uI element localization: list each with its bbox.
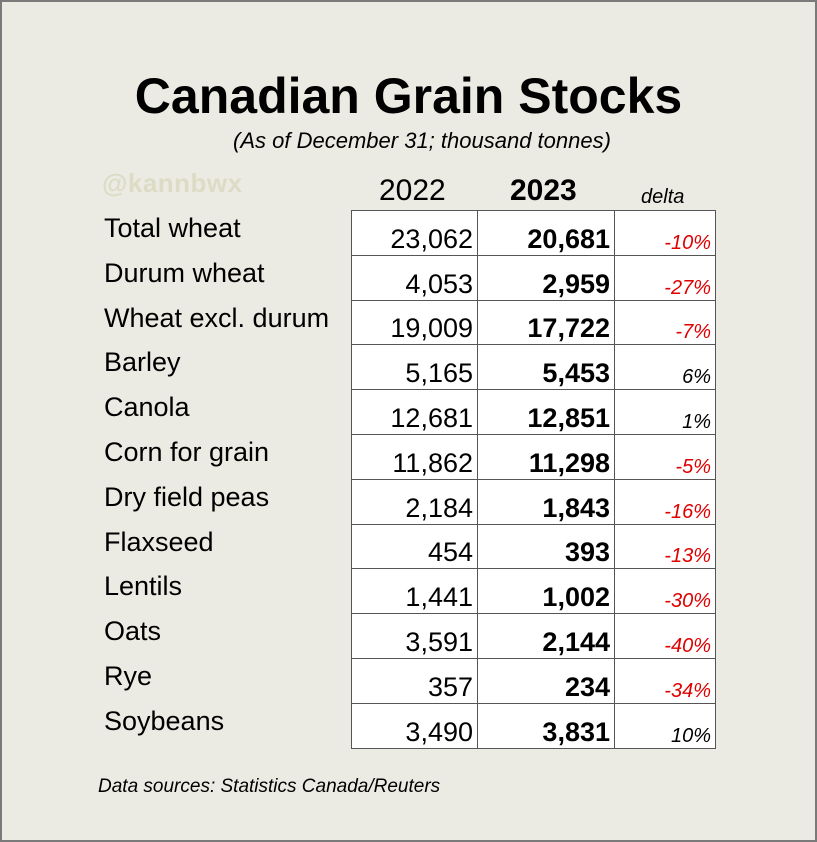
- row-label: Soybeans: [104, 705, 225, 736]
- value-2023-cell: 5,453: [477, 344, 615, 391]
- delta-cell: 6%: [614, 344, 716, 391]
- table-row: 12,681 12,851 1%: [351, 389, 716, 435]
- value-2023-cell: 2,959: [477, 254, 615, 301]
- row-label: Total wheat: [104, 213, 241, 243]
- row-label: Canola: [104, 392, 190, 423]
- row-label: Rye: [104, 660, 153, 691]
- row-label: Dry field peas: [104, 481, 270, 512]
- value-2022-cell: 2,184: [351, 478, 478, 525]
- value-2022-cell: 11,862: [351, 433, 478, 480]
- delta-cell: 1%: [614, 389, 716, 435]
- value-2022-cell: 5,165: [351, 344, 478, 391]
- value-2023-cell: 17,722: [477, 299, 615, 346]
- value-2023-cell: 1,843: [477, 478, 615, 525]
- value-2023-cell: 20,681: [477, 210, 615, 256]
- delta-cell: -30%: [614, 568, 716, 615]
- value-2023-cell: 2,144: [477, 613, 615, 659]
- value-2023-cell: 12,851: [477, 389, 615, 435]
- table-row: 5,165 5,453 6%: [351, 344, 716, 391]
- value-2023-cell: 393: [477, 523, 615, 570]
- table-row: 357 234 -34%: [351, 657, 716, 704]
- value-2022-cell: 454: [351, 523, 478, 570]
- row-label: Durum wheat: [104, 257, 265, 288]
- data-source-note: Data sources: Statistics Canada/Reuters: [98, 776, 441, 797]
- value-2022-cell: 12,681: [351, 389, 478, 435]
- table-row: 1,441 1,002 -30%: [351, 568, 716, 615]
- table-row: 4,053 2,959 -27%: [351, 254, 716, 301]
- delta-cell: -27%: [614, 254, 716, 301]
- delta-cell: -10%: [614, 210, 716, 256]
- value-2022-cell: 3,490: [351, 702, 478, 749]
- delta-cell: 10%: [614, 702, 716, 749]
- column-header-delta: delta: [641, 186, 685, 208]
- value-2023-cell: 3,831: [477, 702, 615, 749]
- chart-subtitle: (As of December 31; thousand tonnes): [233, 128, 611, 153]
- value-2022-cell: 3,591: [351, 613, 478, 659]
- table-row: 23,062 20,681 -10%: [351, 210, 716, 256]
- value-2022-cell: 357: [351, 657, 478, 704]
- column-header-2022: 2022: [379, 174, 446, 207]
- watermark-handle: @kannbwx: [102, 168, 243, 198]
- table-row: 11,862 11,298 -5%: [351, 433, 716, 480]
- table-row: 3,490 3,831 10%: [351, 702, 716, 749]
- table-row: 3,591 2,144 -40%: [351, 613, 716, 659]
- row-label: Corn for grain: [104, 436, 270, 467]
- table-row: 2,184 1,843 -16%: [351, 478, 716, 525]
- chart-title: Canadian Grain Stocks: [134, 68, 683, 124]
- delta-cell: -16%: [614, 478, 716, 525]
- row-label: Barley: [104, 347, 181, 378]
- row-labels: Total wheat Durum wheat Wheat excl. durum B…: [104, 210, 329, 748]
- column-header-2023: 2023: [510, 174, 577, 207]
- delta-cell: -5%: [614, 433, 716, 480]
- row-label: Oats: [104, 616, 162, 647]
- row-label: Flaxseed: [104, 526, 214, 557]
- delta-cell: -7%: [614, 299, 716, 346]
- value-2022-cell: 23,062: [351, 210, 478, 256]
- delta-cell: -13%: [614, 523, 716, 570]
- delta-cell: -40%: [614, 613, 716, 659]
- value-2022-cell: 19,009: [351, 299, 478, 346]
- value-2022-cell: 1,441: [351, 568, 478, 615]
- row-label: Wheat excl. durum: [104, 302, 330, 333]
- data-table: 23,062 20,681 -10% 4,053 2,959 -27% 19,009 17,7…: [351, 210, 716, 749]
- value-2023-cell: 1,002: [477, 568, 615, 615]
- table-row: 19,009 17,722 -7%: [351, 299, 716, 346]
- value-2023-cell: 234: [477, 657, 615, 704]
- table-row: 454 393 -13%: [351, 523, 716, 570]
- value-2022-cell: 4,053: [351, 254, 478, 301]
- row-label: Lentils: [104, 571, 183, 602]
- value-2023-cell: 11,298: [477, 433, 615, 480]
- delta-cell: -34%: [614, 657, 716, 704]
